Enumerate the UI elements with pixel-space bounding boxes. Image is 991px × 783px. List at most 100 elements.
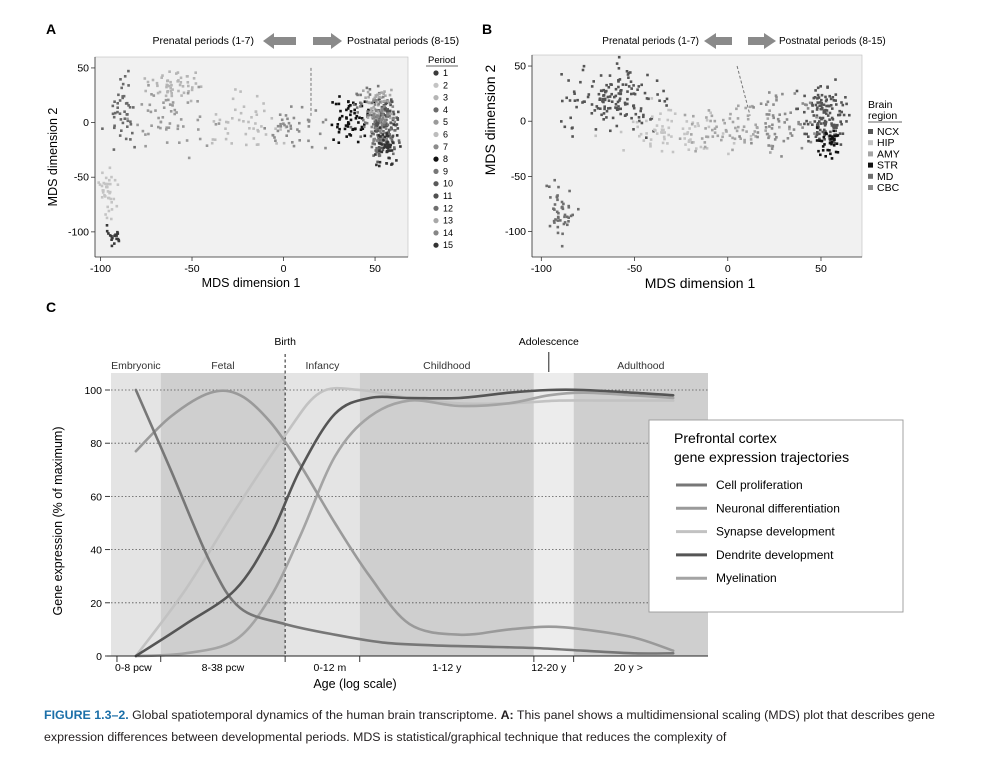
scatter-point: [803, 110, 806, 114]
scatter-point: [795, 89, 799, 93]
scatter-point: [831, 107, 834, 110]
series-line-synapse-development: [134, 386, 675, 658]
scatter-point: [314, 109, 318, 112]
scatter-point: [237, 118, 241, 122]
panel-c-legend-title-1: Prefrontal cortex: [674, 430, 777, 446]
scatter-point: [772, 116, 775, 120]
scatter-point: [382, 138, 385, 142]
scatter-point: [665, 97, 669, 101]
scatter-point: [777, 120, 781, 123]
scatter-point: [373, 142, 376, 146]
scatter-point: [165, 141, 169, 144]
y-tick-label: 100: [84, 385, 102, 397]
scatter-point: [770, 127, 774, 130]
scatter-point: [107, 209, 111, 213]
scatter-point: [830, 140, 834, 144]
scatter-point: [171, 88, 174, 91]
scatter-point: [372, 105, 376, 109]
legend-entry: Synapse development: [716, 525, 835, 539]
scatter-point: [816, 131, 819, 134]
scatter-point: [168, 122, 172, 125]
scatter-point: [803, 132, 806, 136]
y-tick-label: 0: [96, 651, 102, 663]
scatter-point: [377, 146, 381, 149]
panel-c-ylabel: Gene expression (% of maximum): [51, 427, 65, 616]
scatter-point: [830, 122, 833, 125]
scatter-point: [389, 103, 392, 107]
scatter-point: [108, 178, 111, 182]
legend-swatch: [433, 218, 439, 224]
scatter-point: [820, 93, 824, 97]
series-line-neuronal-differentiation: [134, 389, 675, 652]
scatter-point: [338, 95, 341, 98]
scatter-point: [823, 132, 826, 135]
scatter-point: [640, 121, 644, 125]
scatter-point: [617, 92, 621, 95]
scatter-point: [829, 152, 832, 156]
scatter-point: [345, 108, 348, 112]
scatter-point: [383, 143, 387, 147]
scatter-point: [399, 145, 402, 148]
scatter-point: [590, 103, 594, 106]
scatter-point: [365, 86, 369, 90]
scatter-point: [702, 147, 706, 150]
scatter-point: [298, 139, 301, 142]
scatter-point: [788, 125, 791, 129]
scatter-point: [264, 133, 268, 136]
scatter-point: [282, 141, 286, 145]
scatter-point: [562, 202, 565, 206]
scatter-point: [694, 149, 697, 153]
scatter-point: [349, 104, 352, 107]
scatter-point: [109, 182, 112, 186]
legend-entry: NCX: [877, 126, 899, 138]
scatter-point: [384, 114, 388, 117]
scatter-point: [627, 76, 630, 79]
scatter-point: [179, 118, 183, 121]
scatter-point: [573, 92, 576, 95]
scatter-point: [556, 215, 560, 219]
scatter-point: [750, 141, 753, 145]
legend-entry: 7: [443, 142, 448, 152]
y-tick-label: -100: [505, 226, 526, 238]
scatter-point: [121, 121, 125, 125]
scatter-point: [821, 130, 825, 134]
scatter-point: [599, 107, 602, 110]
scatter-point: [556, 231, 560, 235]
scatter-point: [828, 118, 831, 121]
scatter-point: [355, 106, 359, 109]
scatter-point: [818, 132, 821, 136]
scatter-point: [699, 145, 703, 149]
scatter-point: [581, 68, 585, 72]
panel-c-axes: 0 20 40 60 80 100 0-8 pcw 8-38 pcw 0-12 m 1-12 y 1…: [84, 385, 708, 674]
scatter-point: [349, 134, 353, 137]
scatter-point: [376, 93, 379, 97]
scatter-point: [825, 112, 828, 115]
legend-entry: Cell proliferation: [716, 478, 803, 492]
scatter-point: [380, 146, 384, 150]
scatter-point: [744, 106, 747, 110]
scatter-point: [829, 104, 833, 107]
legend-swatch: [433, 107, 439, 113]
scatter-point: [639, 132, 643, 136]
scatter-point: [828, 94, 831, 98]
series-line-dendrite-development: [134, 388, 675, 658]
scatter-point: [797, 120, 800, 124]
stage-label: Adulthood: [617, 360, 664, 372]
scatter-point: [276, 129, 280, 133]
scatter-point: [389, 127, 393, 131]
scatter-point: [830, 124, 834, 127]
panel-a-axes: -100 -50 0 50 -100 -50 0 50: [68, 57, 408, 275]
scatter-point: [374, 99, 378, 102]
scatter-point: [624, 103, 627, 106]
scatter-point: [377, 114, 380, 118]
y-tick-label: 50: [514, 61, 526, 73]
scatter-point: [388, 149, 392, 152]
scatter-point: [651, 115, 654, 118]
scatter-point: [560, 200, 564, 204]
y-tick-label: 40: [90, 545, 102, 557]
scatter-point: [624, 114, 627, 117]
scatter-point: [626, 97, 629, 101]
scatter-point: [372, 112, 376, 116]
scatter-point: [789, 111, 792, 114]
scatter-point: [383, 125, 386, 129]
